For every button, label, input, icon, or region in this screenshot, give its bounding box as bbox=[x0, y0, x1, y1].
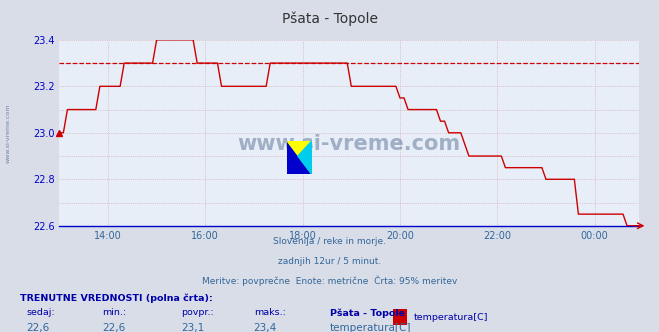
Text: povpr.:: povpr.: bbox=[181, 308, 214, 317]
Text: Slovenija / reke in morje.: Slovenija / reke in morje. bbox=[273, 237, 386, 246]
Text: Meritve: povprečne  Enote: metrične  Črta: 95% meritev: Meritve: povprečne Enote: metrične Črta:… bbox=[202, 276, 457, 287]
Text: zadnjih 12ur / 5 minut.: zadnjih 12ur / 5 minut. bbox=[278, 257, 381, 266]
Text: 22,6: 22,6 bbox=[26, 323, 49, 332]
Text: Pšata - Topole: Pšata - Topole bbox=[281, 12, 378, 26]
Text: temperatura[C]: temperatura[C] bbox=[330, 323, 411, 332]
Polygon shape bbox=[287, 141, 312, 174]
Text: Pšata - Topole: Pšata - Topole bbox=[330, 308, 405, 318]
Text: 23,4: 23,4 bbox=[254, 323, 277, 332]
Polygon shape bbox=[287, 141, 312, 174]
Text: 23,1: 23,1 bbox=[181, 323, 204, 332]
Text: min.:: min.: bbox=[102, 308, 127, 317]
Text: www.si-vreme.com: www.si-vreme.com bbox=[238, 134, 461, 154]
Text: 22,6: 22,6 bbox=[102, 323, 125, 332]
Text: sedaj:: sedaj: bbox=[26, 308, 55, 317]
Text: maks.:: maks.: bbox=[254, 308, 285, 317]
Text: temperatura[C]: temperatura[C] bbox=[414, 312, 488, 322]
Text: TRENUTNE VREDNOSTI (polna črta):: TRENUTNE VREDNOSTI (polna črta): bbox=[20, 294, 212, 303]
Polygon shape bbox=[298, 141, 312, 174]
Text: www.si-vreme.com: www.si-vreme.com bbox=[5, 103, 11, 163]
